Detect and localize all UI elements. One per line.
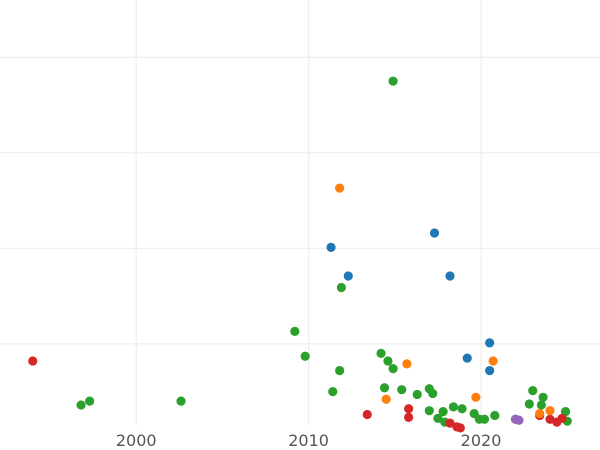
data-point — [383, 356, 393, 366]
data-point — [28, 356, 38, 366]
data-point — [404, 412, 414, 422]
data-point — [336, 282, 346, 293]
data-point — [326, 242, 336, 252]
data-point — [300, 351, 310, 361]
x-axis-tick-labels: 2000 2010 2020 — [116, 431, 502, 450]
data-point — [343, 271, 353, 281]
data-point — [471, 392, 481, 402]
data-point — [376, 348, 386, 358]
data-point — [457, 404, 467, 414]
gridlines — [0, 0, 600, 425]
data-point — [448, 402, 459, 412]
data-point — [479, 414, 490, 424]
data-point — [85, 396, 95, 406]
data-point — [433, 413, 443, 423]
data-point — [538, 392, 548, 402]
data-point — [381, 394, 391, 404]
data-point — [536, 400, 546, 410]
data-point — [335, 183, 345, 193]
data-point — [514, 415, 524, 425]
data-point — [429, 228, 440, 238]
data-point — [485, 338, 495, 348]
data-point — [388, 76, 398, 86]
data-point — [545, 414, 555, 424]
x-tick-label: 2020 — [461, 431, 502, 450]
data-point — [462, 353, 472, 363]
data-point — [545, 406, 555, 416]
data-point — [402, 359, 412, 369]
data-point — [445, 271, 455, 281]
x-tick-label: 2010 — [288, 431, 329, 450]
data-point — [362, 409, 372, 420]
data-point — [528, 386, 538, 396]
data-point — [490, 410, 500, 421]
data-point — [524, 399, 534, 409]
data-point — [445, 418, 455, 428]
data-point — [438, 407, 448, 417]
data-point — [388, 364, 398, 374]
data-point — [379, 383, 390, 393]
data-point — [557, 413, 567, 423]
data-point — [290, 326, 300, 337]
x-tick-label: 2000 — [116, 431, 157, 450]
data-point — [535, 408, 545, 419]
data-point — [485, 365, 495, 376]
data-point — [424, 406, 434, 416]
data-point — [335, 365, 345, 376]
data-point — [397, 385, 407, 395]
data-point — [488, 356, 498, 366]
data-point — [76, 400, 86, 410]
data-point — [404, 404, 414, 414]
data-point — [455, 423, 465, 433]
data-point — [176, 396, 186, 406]
data-point — [328, 386, 338, 397]
data-points — [28, 76, 572, 433]
data-point — [412, 389, 422, 400]
data-point — [428, 388, 438, 399]
